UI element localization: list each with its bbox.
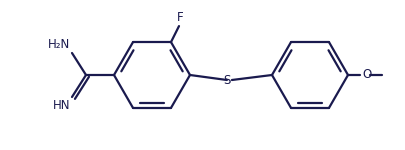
Text: H₂N: H₂N	[48, 38, 70, 51]
Text: F: F	[177, 11, 183, 24]
Text: S: S	[223, 74, 230, 87]
Text: O: O	[362, 69, 371, 81]
Text: HN: HN	[53, 99, 70, 112]
